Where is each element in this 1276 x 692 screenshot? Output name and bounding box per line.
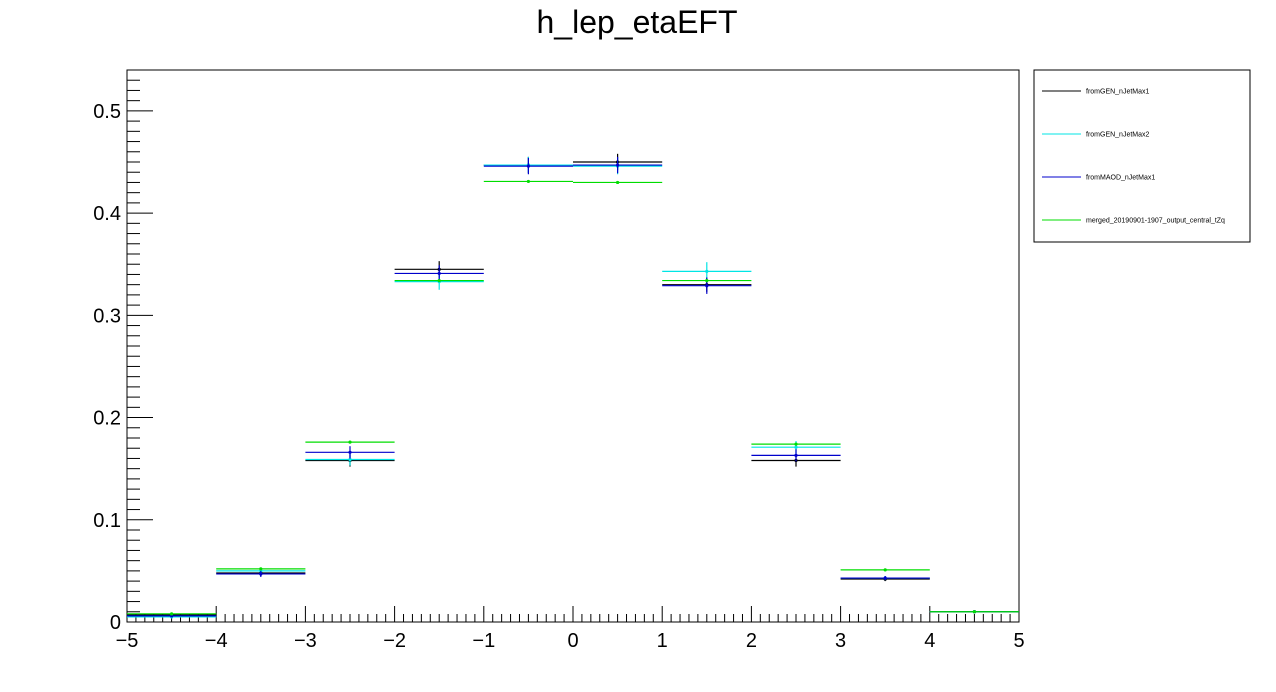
x-tick-label: 2 bbox=[746, 630, 757, 652]
chart-title: h_lep_etaEFT bbox=[536, 4, 737, 40]
legend-label: fromGEN_nJetMax1 bbox=[1086, 89, 1150, 96]
data-point bbox=[705, 278, 709, 283]
x-tick-label: −4 bbox=[205, 630, 228, 652]
y-tick-label: 0.5 bbox=[93, 101, 121, 123]
y-tick-label: 0.2 bbox=[93, 408, 121, 430]
legend-box bbox=[1033, 69, 1251, 243]
y-tick-label: 0.4 bbox=[93, 203, 121, 225]
x-axis: −5 −4 −3 −2 −1 0 1 2 3 4 5 bbox=[116, 606, 1025, 652]
data-point bbox=[437, 278, 441, 283]
y-tick-label: 0 bbox=[110, 612, 121, 634]
series-3 bbox=[127, 156, 1019, 618]
x-tick-label: 5 bbox=[1013, 630, 1024, 652]
data-point bbox=[705, 284, 709, 288]
y-tick-label: 0.3 bbox=[93, 305, 121, 327]
data-point bbox=[794, 442, 798, 446]
series-4 bbox=[127, 179, 1019, 616]
x-tick-label: 3 bbox=[835, 630, 846, 652]
x-tick-label: −1 bbox=[472, 630, 495, 652]
legend: fromGEN_nJetMax1 fromGEN_nJetMax2 fromMAOD… bbox=[1033, 69, 1251, 243]
x-tick-label: −5 bbox=[116, 630, 139, 652]
data-point bbox=[526, 179, 531, 184]
x-tick-label: −3 bbox=[294, 630, 317, 652]
legend-label: fromGEN_nJetMax2 bbox=[1086, 132, 1150, 139]
series-1 bbox=[127, 153, 1019, 617]
legend-label: merged_20190901-1907_output_central_tZq bbox=[1086, 218, 1225, 225]
data-point bbox=[972, 610, 977, 614]
data-point bbox=[348, 450, 352, 454]
x-tick-label: 4 bbox=[924, 630, 935, 652]
y-tick-label: 0.1 bbox=[93, 510, 121, 532]
legend-label: fromMAOD_nJetMax1 bbox=[1086, 175, 1155, 182]
data-point bbox=[348, 440, 352, 444]
series-layer bbox=[127, 153, 1019, 619]
x-tick-label: −2 bbox=[383, 630, 406, 652]
data-point bbox=[526, 164, 531, 168]
data-point bbox=[259, 572, 263, 576]
x-tick-label: 1 bbox=[657, 630, 668, 652]
data-point bbox=[883, 576, 887, 580]
data-point bbox=[705, 269, 709, 273]
x-tick-label: 0 bbox=[567, 630, 578, 652]
data-point bbox=[170, 612, 174, 616]
data-point bbox=[348, 457, 352, 462]
data-point bbox=[259, 567, 263, 571]
data-point bbox=[437, 271, 441, 276]
y-axis: 0 0.1 0.2 0.3 0.4 0.5 bbox=[93, 69, 153, 634]
plot-frame bbox=[126, 69, 1020, 623]
data-point bbox=[794, 453, 798, 457]
data-point bbox=[794, 445, 798, 449]
data-point bbox=[883, 568, 887, 572]
data-point bbox=[616, 180, 620, 185]
data-point bbox=[616, 163, 620, 167]
series-2 bbox=[127, 156, 1019, 619]
